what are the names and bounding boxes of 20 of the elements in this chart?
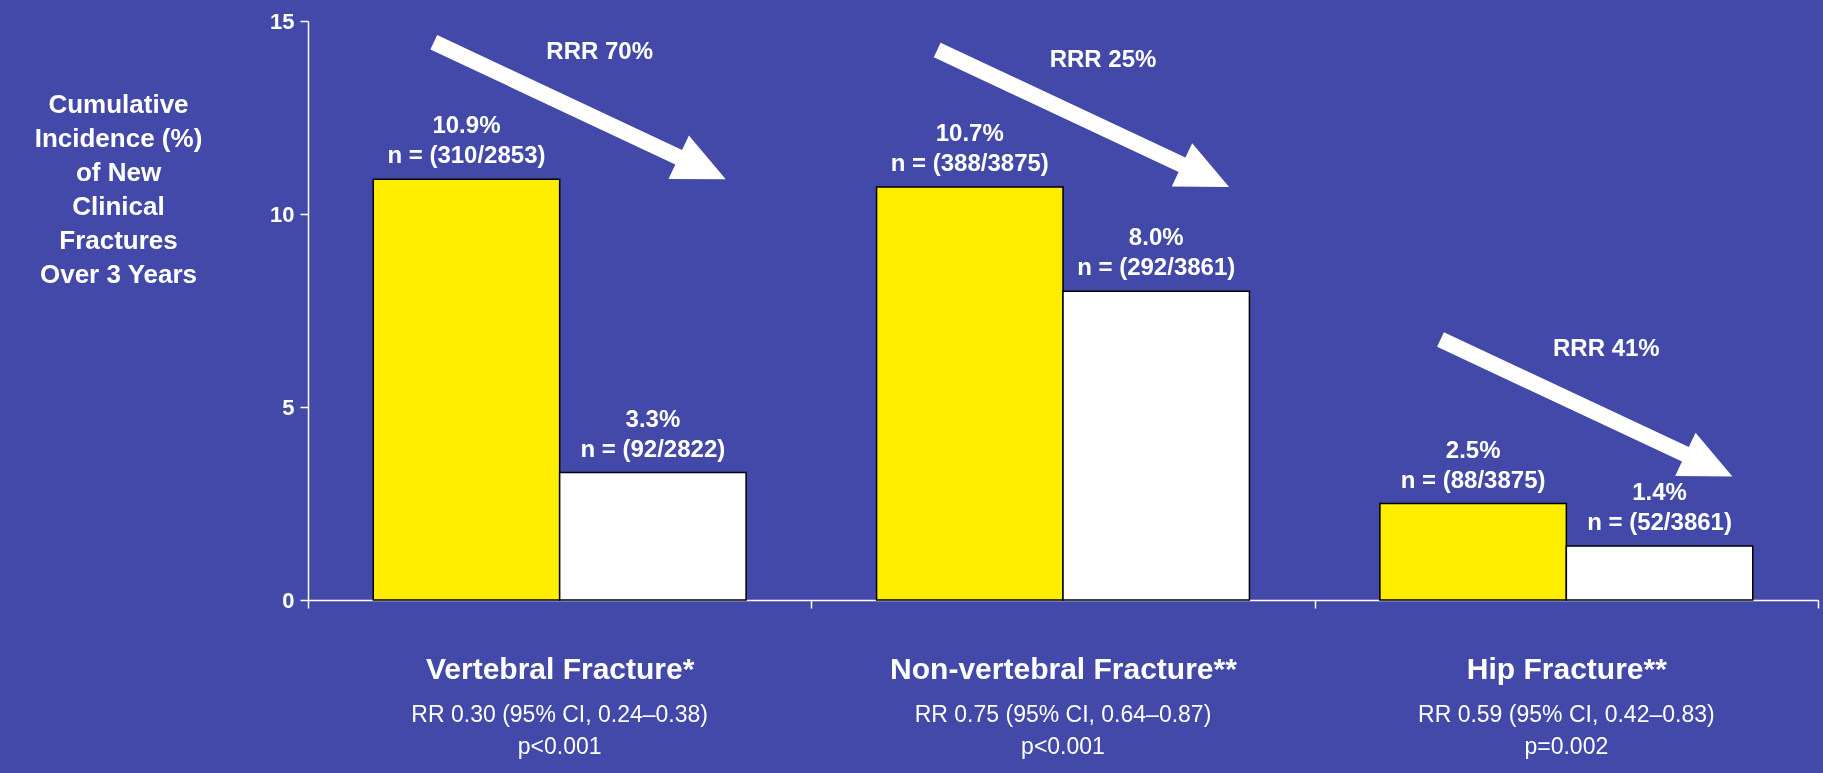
data-label: 10.9% n = (310/2853) [387, 111, 546, 169]
text: RR 0.59 (95% CI, 0.42–0.83) p=0.002 [1418, 701, 1715, 759]
data-label: 10.7% n = (388/3875) [890, 118, 1049, 176]
x-tick-label: Vertebral Fracture* [425, 651, 695, 685]
data-label: 1.4% n = (52/3861) [1587, 477, 1732, 535]
annotation: RRR 41% [1552, 334, 1660, 362]
text: RR 0.30 (95% CI, 0.24–0.38) p<0.001 [411, 701, 708, 759]
x-tick-label: Hip Fracture** [1466, 651, 1668, 685]
data-label: 3.3% n = (92/2822) [580, 404, 726, 462]
annotation: RRR 25% [1049, 44, 1157, 72]
y-axis-title: Cumulative Incidence (%) of New Clinical Fractures Over 3 Years [34, 88, 203, 289]
y-tick-label: 0 [282, 587, 295, 613]
y-tick-label: 10 [270, 201, 295, 227]
data-label: 8.0% n = (292/3861) [1077, 223, 1236, 281]
y-tick-label: 5 [282, 394, 295, 420]
y-tick-label: 15 [270, 8, 295, 34]
annotation: RRR 70% [546, 36, 654, 64]
text: RR 0.75 (95% CI, 0.64–0.87) p<0.001 [914, 701, 1212, 759]
x-tick-label: Non-vertebral Fracture** [890, 651, 1238, 685]
data-label: 2.5% n = (88/3875) [1400, 435, 1546, 493]
